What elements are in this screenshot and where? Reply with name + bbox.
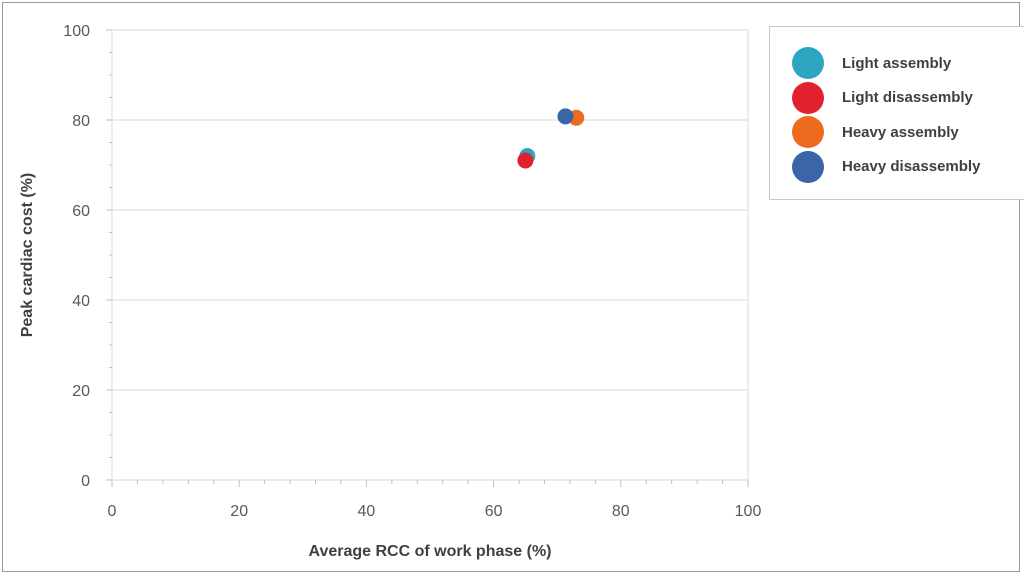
x-tick-label: 20 [230,503,248,520]
y-tick-label: 80 [72,113,90,130]
plot-area [111,29,749,481]
legend-marker [792,47,824,79]
data-point-light-disassembly[interactable] [517,152,534,169]
x-tick-label: 0 [108,503,117,520]
gridlines [106,29,749,487]
legend-label: Light disassembly [842,89,973,106]
data-points [517,108,585,169]
legend-item[interactable]: Light disassembly [792,81,973,115]
y-tick-label: 60 [72,203,90,220]
legend: Light assembly Light disassembly Heavy ass… [769,26,1024,200]
data-point-heavy-disassembly[interactable] [557,108,574,125]
x-tick-label: 40 [358,503,376,520]
legend-item[interactable]: Light assembly [792,46,951,80]
y-tick-label: 20 [72,383,90,400]
legend-marker [792,81,824,114]
legend-label: Light assembly [842,54,952,72]
y-tick-label: 100 [63,23,90,40]
x-axis-title: Average RCC of work phase (%) [308,543,551,560]
x-tick-label: 100 [735,503,762,520]
legend-label: Heavy assembly [842,123,959,141]
legend-item[interactable]: Heavy assembly [792,115,959,149]
legend-item[interactable]: Heavy disassembly [792,150,980,184]
y-tick-label: 40 [72,293,90,310]
legend-marker [792,150,824,183]
legend-marker [792,116,824,148]
tick-labels: 0 20 40 60 80 100 0 20 40 60 80 100 [63,23,761,520]
y-tick-label: 0 [81,473,90,490]
y-axis-title: Peak cardiac cost (%) [19,173,36,338]
x-tick-label: 60 [485,503,503,520]
legend-label: Heavy disassembly [842,158,981,175]
x-tick-label: 80 [612,503,630,520]
